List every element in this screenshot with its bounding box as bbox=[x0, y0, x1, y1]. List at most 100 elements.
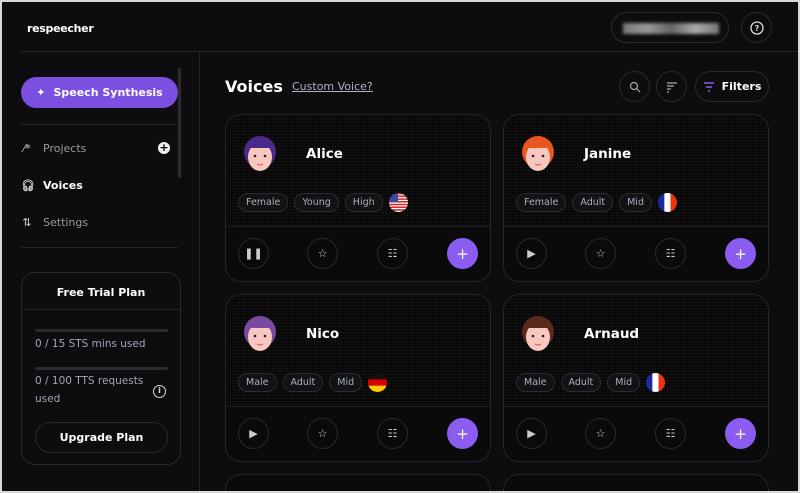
divider bbox=[21, 124, 178, 125]
voice-name: Alice bbox=[306, 146, 343, 162]
sliders-icon: ☷ bbox=[665, 427, 676, 440]
tts-usage-text-cont: used bbox=[35, 393, 61, 405]
voice-tag: Mid bbox=[619, 193, 652, 212]
sidebar-item-projects[interactable]: ⁄* Projects + bbox=[21, 138, 178, 158]
logo: respeecher bbox=[27, 22, 94, 35]
flag-fr-icon bbox=[646, 373, 666, 392]
plan-title: Free Trial Plan bbox=[22, 273, 180, 310]
voice-tags: Female Young High bbox=[238, 193, 408, 212]
voice-card-partial[interactable] bbox=[225, 474, 491, 491]
add-voice-button[interactable]: + bbox=[447, 238, 478, 269]
help-button[interactable]: ? bbox=[741, 12, 772, 43]
plus-icon: + bbox=[734, 424, 747, 443]
play-icon: ▶ bbox=[527, 247, 536, 260]
tts-progress-bar bbox=[35, 367, 168, 370]
sliders-icon: ☷ bbox=[387, 247, 398, 260]
add-voice-button[interactable]: + bbox=[447, 418, 478, 449]
voice-card-partial[interactable] bbox=[503, 474, 769, 491]
svg-text:?: ? bbox=[754, 24, 759, 33]
star-icon: ☆ bbox=[317, 427, 328, 440]
favorite-button[interactable]: ☆ bbox=[585, 238, 616, 269]
account-button[interactable] bbox=[611, 12, 729, 43]
voice-tag: Male bbox=[516, 373, 555, 392]
play-button[interactable]: ▶ bbox=[238, 418, 269, 449]
voice-name: Janine bbox=[584, 146, 632, 162]
favorite-button[interactable]: ☆ bbox=[307, 238, 338, 269]
sort-icon bbox=[666, 81, 677, 93]
plus-icon: + bbox=[456, 424, 469, 443]
redacted-account-name bbox=[623, 23, 719, 34]
voice-avatar bbox=[522, 136, 554, 171]
sparkle-icon: ✦ bbox=[36, 86, 46, 99]
voice-tag: Adult bbox=[572, 193, 614, 212]
sidebar-item-voices[interactable]: 🎧︎ Voices bbox=[21, 178, 83, 192]
favorite-button[interactable]: ☆ bbox=[585, 418, 616, 449]
voice-settings-button[interactable]: ☷ bbox=[377, 238, 408, 269]
pause-button[interactable]: ❚❚ bbox=[238, 238, 269, 269]
voice-tag: Adult bbox=[282, 373, 324, 392]
voice-tags: Male Adult Mid bbox=[238, 373, 388, 392]
voice-tag: Young bbox=[294, 193, 339, 212]
voice-tag: Male bbox=[238, 373, 277, 392]
star-icon: ☆ bbox=[595, 427, 606, 440]
voice-tags: Female Adult Mid bbox=[516, 193, 677, 212]
speech-synthesis-button[interactable]: ✦ Speech Synthesis bbox=[21, 77, 178, 108]
divider bbox=[21, 247, 178, 248]
voice-card[interactable]: Alice Female Young High ❚❚ ☆ ☷ + bbox=[225, 114, 491, 282]
search-button[interactable] bbox=[619, 71, 650, 102]
voice-avatar bbox=[244, 316, 276, 351]
voice-avatar bbox=[522, 316, 554, 351]
add-voice-button[interactable]: + bbox=[725, 418, 756, 449]
upgrade-plan-button[interactable]: Upgrade Plan bbox=[35, 422, 168, 453]
play-button[interactable]: ▶ bbox=[516, 238, 547, 269]
favorite-button[interactable]: ☆ bbox=[307, 418, 338, 449]
sts-usage-text: 0 / 15 STS mins used bbox=[35, 338, 146, 350]
sliders-icon: ☷ bbox=[665, 247, 676, 260]
voice-tag: Adult bbox=[560, 373, 602, 392]
add-voice-button[interactable]: + bbox=[725, 238, 756, 269]
play-icon: ▶ bbox=[249, 427, 258, 440]
voice-name: Arnaud bbox=[584, 326, 640, 342]
magic-wand-icon: ⁄* bbox=[23, 141, 31, 155]
sliders-icon: ☷ bbox=[387, 427, 398, 440]
sort-button[interactable] bbox=[656, 71, 687, 102]
filter-icon bbox=[703, 81, 714, 92]
plan-panel: Free Trial Plan 0 / 15 STS mins used 0 /… bbox=[21, 272, 181, 465]
voice-tag: Female bbox=[516, 193, 567, 212]
voice-name: Nico bbox=[306, 326, 340, 342]
sliders-icon: ⇅ bbox=[22, 215, 32, 229]
voice-card[interactable]: Nico Male Adult Mid ▶ ☆ ☷ + bbox=[225, 294, 491, 462]
search-icon bbox=[629, 81, 640, 92]
voice-settings-button[interactable]: ☷ bbox=[655, 238, 686, 269]
custom-voice-link[interactable]: Custom Voice? bbox=[292, 80, 373, 93]
voice-tag: Mid bbox=[607, 373, 641, 392]
sidebar-item-settings[interactable]: ⇅ Settings bbox=[22, 215, 89, 229]
voice-card[interactable]: Arnaud Male Adult Mid ▶ ☆ ☷ + bbox=[503, 294, 769, 462]
voice-tags: Male Adult Mid bbox=[516, 373, 666, 392]
header-divider bbox=[20, 51, 798, 52]
voice-tag: High bbox=[344, 193, 383, 212]
voice-tag: Female bbox=[238, 193, 289, 212]
headphones-icon: 🎧︎ bbox=[21, 178, 35, 192]
pause-icon: ❚❚ bbox=[244, 247, 263, 260]
filters-button[interactable]: Filters bbox=[695, 71, 769, 102]
flag-de-icon bbox=[368, 373, 388, 392]
play-button[interactable]: ▶ bbox=[516, 418, 547, 449]
voice-avatar bbox=[244, 136, 276, 171]
star-icon: ☆ bbox=[595, 247, 606, 260]
tts-usage-text: 0 / 100 TTS requests bbox=[35, 375, 144, 387]
page-title: Voices bbox=[225, 77, 283, 96]
add-project-button[interactable]: + bbox=[158, 141, 170, 154]
info-icon[interactable]: i bbox=[153, 385, 166, 398]
voice-card[interactable]: Janine Female Adult Mid ▶ ☆ ☷ + bbox=[503, 114, 769, 282]
voice-settings-button[interactable]: ☷ bbox=[377, 418, 408, 449]
flag-us-icon bbox=[388, 193, 408, 212]
plus-icon: + bbox=[456, 244, 469, 263]
sts-progress-bar bbox=[35, 329, 168, 332]
play-icon: ▶ bbox=[527, 427, 536, 440]
voice-settings-button[interactable]: ☷ bbox=[655, 418, 686, 449]
sidebar-scrollbar[interactable] bbox=[178, 68, 181, 178]
star-icon: ☆ bbox=[317, 247, 328, 260]
question-circle-icon: ? bbox=[749, 20, 764, 35]
